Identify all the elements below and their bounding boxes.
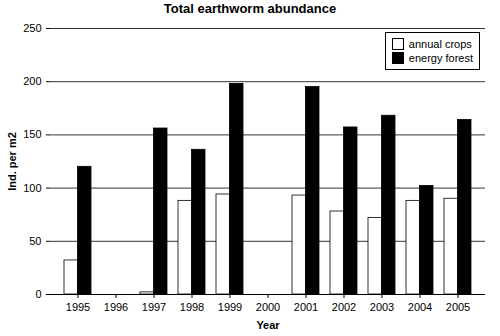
svg-text:2000: 2000: [256, 301, 280, 313]
svg-text:0: 0: [35, 288, 41, 300]
svg-text:2004: 2004: [408, 301, 432, 313]
svg-text:Ind. per m2: Ind. per m2: [6, 132, 18, 191]
html-text:energy forest: energy forest: [408, 52, 473, 64]
svg-text:2005: 2005: [446, 301, 470, 313]
svg-text:1999: 1999: [218, 301, 242, 313]
svg-text:100: 100: [23, 182, 41, 194]
svg-text:2001: 2001: [294, 301, 318, 313]
html-text:annual crops: annual crops: [408, 38, 472, 50]
svg-text:1995: 1995: [66, 301, 90, 313]
svg-text:2003: 2003: [370, 301, 394, 313]
svg-text:2002: 2002: [332, 301, 356, 313]
svg-text:200: 200: [23, 75, 41, 87]
svg-text:150: 150: [23, 128, 41, 140]
html-text:Total earthworm abundance: Total earthworm abundance: [163, 1, 337, 16]
svg-text:50: 50: [29, 235, 41, 247]
svg-text:1996: 1996: [104, 301, 128, 313]
svg-text:250: 250: [23, 22, 41, 34]
svg-text:1997: 1997: [142, 301, 166, 313]
svg-text:1998: 1998: [180, 301, 204, 313]
svg-text:Year: Year: [256, 319, 280, 331]
